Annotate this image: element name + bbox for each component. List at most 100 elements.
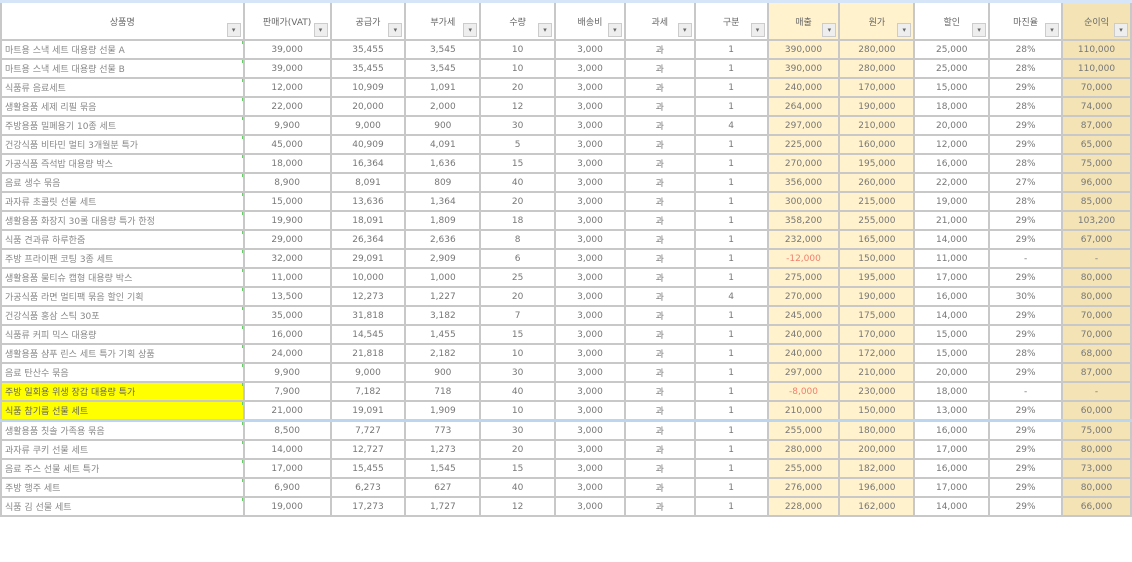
table-cell[interactable]: 27% [988,172,1064,193]
table-cell[interactable]: 85,000 [1061,191,1132,212]
table-cell[interactable]: 과 [623,324,696,345]
table-cell[interactable]: 300,000 [766,191,841,212]
table-cell[interactable]: 20,000 [913,362,991,383]
column-header[interactable]: 공급가 ▾ [329,0,407,41]
table-cell[interactable]: 17,000 [913,267,991,288]
table-cell[interactable]: 18,000 [913,96,991,117]
column-header[interactable]: 매출 ▾ [766,0,841,41]
product-name-cell[interactable]: 주방 프라이팬 코팅 3종 세트 [0,248,245,269]
table-cell[interactable]: 29,000 [242,229,332,250]
table-cell[interactable]: 15,000 [913,324,991,345]
table-cell[interactable]: 29% [988,115,1064,136]
table-cell[interactable]: 1,227 [404,286,482,307]
table-cell[interactable]: 1 [693,172,769,193]
table-cell[interactable]: 1 [693,477,769,498]
table-cell[interactable]: 28% [988,39,1064,60]
table-cell[interactable]: 과 [623,248,696,269]
table-cell[interactable]: 10 [479,400,557,422]
product-name-cell[interactable]: 과자류 쿠키 선물 세트 [0,439,245,460]
table-cell[interactable]: 182,000 [838,458,916,479]
table-cell[interactable]: 35,000 [242,305,332,326]
table-cell[interactable]: 1 [693,439,769,460]
table-cell[interactable]: 16,000 [913,286,991,307]
product-name-cell[interactable]: 가공식품 즉석밥 대용량 박스 [0,153,245,174]
table-cell[interactable]: 13,500 [242,286,332,307]
table-cell[interactable]: 과 [623,229,696,250]
table-cell[interactable]: 과 [623,305,696,326]
table-cell[interactable]: 과 [623,343,696,364]
table-cell[interactable]: 9,000 [329,115,407,136]
table-cell[interactable]: 30 [479,362,557,383]
table-cell[interactable]: 14,000 [913,305,991,326]
product-name-cell[interactable]: 주방 일회용 위생 장갑 대용량 특가 [0,381,245,402]
table-cell[interactable]: 110,000 [1061,39,1132,60]
table-cell[interactable]: 297,000 [766,362,841,383]
table-cell[interactable]: 1 [693,210,769,231]
table-cell[interactable]: 358,200 [766,210,841,231]
table-cell[interactable]: 3,000 [554,229,626,250]
table-cell[interactable]: 30 [479,419,557,441]
table-cell[interactable]: 3,000 [554,458,626,479]
table-cell[interactable]: 7 [479,305,557,326]
table-cell[interactable]: 390,000 [766,58,841,79]
table-cell[interactable]: 70,000 [1061,77,1132,98]
table-cell[interactable]: 6,900 [242,477,332,498]
table-cell[interactable]: 1 [693,58,769,79]
table-cell[interactable]: 과 [623,477,696,498]
table-cell[interactable]: 21,000 [242,400,332,422]
table-cell[interactable]: 3,545 [404,39,482,60]
table-cell[interactable]: 200,000 [838,439,916,460]
table-cell[interactable]: 1,727 [404,496,482,517]
filter-dropdown-icon[interactable]: ▾ [677,23,692,37]
table-cell[interactable]: 13,000 [913,400,991,422]
table-cell[interactable]: 40 [479,477,557,498]
table-cell[interactable]: 3,000 [554,362,626,383]
table-cell[interactable]: 1 [693,496,769,517]
table-cell[interactable]: 1,364 [404,191,482,212]
table-cell[interactable]: 7,727 [329,419,407,441]
table-cell[interactable]: 17,273 [329,496,407,517]
table-cell[interactable]: 1,909 [404,400,482,422]
table-cell[interactable]: 9,900 [242,115,332,136]
table-cell[interactable]: 3,000 [554,210,626,231]
table-cell[interactable]: 80,000 [1061,477,1132,498]
table-cell[interactable]: 1 [693,267,769,288]
table-cell[interactable]: 1 [693,362,769,383]
table-cell[interactable]: 8,500 [242,419,332,441]
filter-dropdown-icon[interactable]: ▾ [750,23,765,37]
table-cell[interactable]: 3,000 [554,115,626,136]
filter-dropdown-icon[interactable]: ▾ [226,23,241,37]
table-cell[interactable]: 356,000 [766,172,841,193]
table-cell[interactable]: 29% [988,324,1064,345]
table-cell[interactable]: 264,000 [766,96,841,117]
table-cell[interactable]: 31,818 [329,305,407,326]
table-cell[interactable]: 29% [988,362,1064,383]
table-cell[interactable]: 40,909 [329,134,407,155]
table-cell[interactable]: 4,091 [404,134,482,155]
table-cell[interactable]: 162,000 [838,496,916,517]
table-cell[interactable]: 1 [693,419,769,441]
product-name-cell[interactable]: 생활용품 화장지 30롤 대용량 특가 한정 [0,210,245,231]
table-cell[interactable]: 718 [404,381,482,402]
table-cell[interactable]: 과 [623,439,696,460]
table-cell[interactable]: 255,000 [766,458,841,479]
table-cell[interactable]: 과 [623,400,696,422]
table-cell[interactable]: 215,000 [838,191,916,212]
table-cell[interactable]: 24,000 [242,343,332,364]
table-cell[interactable]: 29% [988,305,1064,326]
table-cell[interactable]: 87,000 [1061,115,1132,136]
table-cell[interactable]: 16,000 [913,458,991,479]
table-cell[interactable]: 280,000 [766,439,841,460]
table-cell[interactable]: 12,273 [329,286,407,307]
table-cell[interactable]: 6 [479,248,557,269]
table-cell[interactable]: 과 [623,39,696,60]
table-cell[interactable]: 40 [479,172,557,193]
table-cell[interactable]: 15,000 [913,343,991,364]
table-cell[interactable]: 7,900 [242,381,332,402]
table-cell[interactable]: 14,000 [242,439,332,460]
table-cell[interactable]: 15,000 [242,191,332,212]
table-cell[interactable]: 16,364 [329,153,407,174]
table-cell[interactable]: 28% [988,96,1064,117]
table-cell[interactable]: 160,000 [838,134,916,155]
table-cell[interactable]: 1,455 [404,324,482,345]
